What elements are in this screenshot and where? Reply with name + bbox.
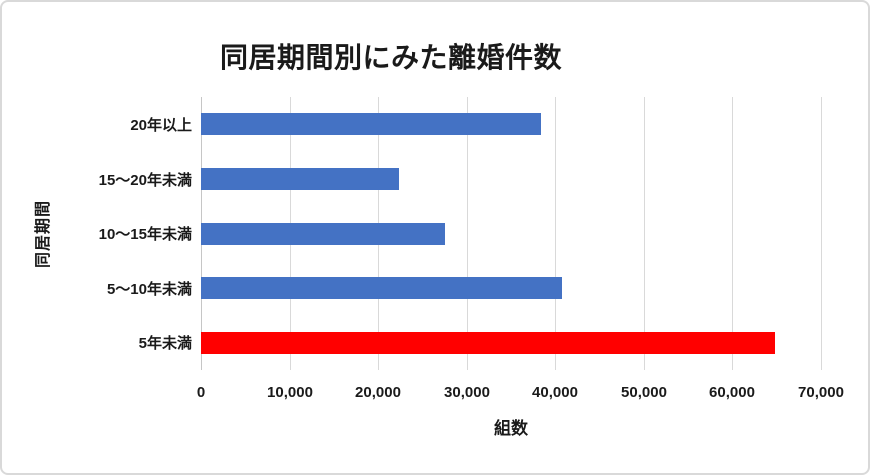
bar-2 xyxy=(201,223,445,245)
bar-0 xyxy=(201,113,541,135)
plot-area xyxy=(201,97,822,370)
gridline xyxy=(555,97,556,370)
category-label-1: 15〜20年未満 xyxy=(98,172,192,189)
category-axis-labels: 20年以上 15〜20年未満 10〜15年未満 5〜10年未満 5年未満 xyxy=(42,97,192,370)
gridline xyxy=(732,97,733,370)
gridline xyxy=(821,97,822,370)
x-axis-title: 組数 xyxy=(494,419,528,438)
x-tick-label: 60,000 xyxy=(709,384,755,401)
x-tick-label: 50,000 xyxy=(621,384,667,401)
category-label-2: 10〜15年未満 xyxy=(98,226,192,243)
x-tick-label: 70,000 xyxy=(798,384,844,401)
x-tick-label: 0 xyxy=(196,384,206,401)
category-label-4: 5年未満 xyxy=(138,335,192,352)
category-label-3: 5〜10年未満 xyxy=(106,281,192,298)
gridline xyxy=(467,97,468,370)
chart-title: 同居期間別にみた離婚件数 xyxy=(220,42,563,73)
bar-1 xyxy=(201,168,399,190)
bar-4 xyxy=(201,332,775,354)
bar-3 xyxy=(201,277,562,299)
x-tick-label: 40,000 xyxy=(532,384,578,401)
category-label-0: 20年以上 xyxy=(130,117,192,134)
gridline xyxy=(644,97,645,370)
x-axis-tick-labels: 0 10,000 20,000 30,000 40,000 50,000 60,000 70,… xyxy=(197,384,844,404)
x-tick-label: 20,000 xyxy=(355,384,401,401)
x-tick-label: 30,000 xyxy=(444,384,490,401)
x-tick-label: 10,000 xyxy=(267,384,313,401)
